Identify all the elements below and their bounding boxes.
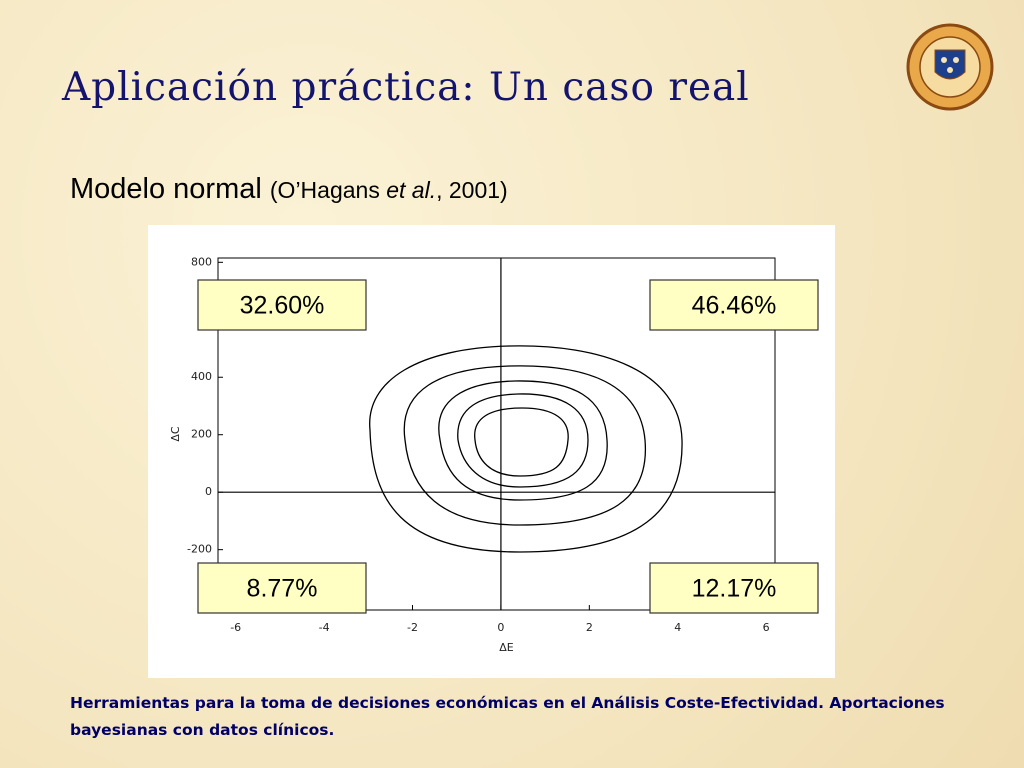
subtitle-ref-close: , 2001) — [436, 177, 508, 203]
quadrant-label: 46.46% — [692, 292, 777, 320]
contour — [369, 345, 683, 553]
contour — [403, 365, 647, 526]
x-tick-label: 0 — [497, 621, 504, 634]
slide-title: Aplicación práctica: Un caso real — [61, 65, 750, 110]
subtitle-ref: (O’Hagans — [270, 177, 386, 203]
y-tick-label: -200 — [187, 543, 212, 556]
quadrant-box — [649, 279, 819, 331]
x-tick-label: -4 — [319, 621, 330, 634]
x-tick-label: -2 — [407, 621, 418, 634]
x-tick-label: 4 — [674, 621, 681, 634]
plot-frame — [217, 257, 776, 611]
x-tick-label: 2 — [586, 621, 593, 634]
y-axis-label: ΔC — [169, 426, 182, 442]
subtitle-main: Modelo normal — [70, 173, 262, 205]
quadrant-box — [197, 279, 367, 331]
footer-line: bayesianas con datos clínicos. — [70, 721, 334, 739]
logo — [906, 23, 994, 111]
quadrant-box — [649, 562, 819, 614]
quadrant-label: 8.77% — [247, 575, 318, 603]
footer-line: Herramientas para la toma de decisiones … — [70, 694, 945, 712]
y-tick-label: 400 — [191, 370, 212, 383]
plot-area: -200 0 200 400 800 -6 -4 -2 0 2 4 6 ΔE ΔC — [169, 255, 776, 654]
quadrant-label: 12.17% — [692, 575, 777, 603]
quadrant-label: 32.60% — [240, 292, 325, 320]
subtitle: Modelo normal (O’Hagans et al., 2001) — [70, 173, 508, 205]
contour — [457, 393, 589, 488]
y-tick-label: 200 — [191, 428, 212, 441]
subtitle-ref-italic: et al. — [386, 177, 436, 203]
x-axis-label: ΔE — [499, 641, 514, 654]
contour — [438, 380, 608, 501]
contours — [369, 345, 683, 553]
y-tick-label: 0 — [205, 485, 212, 498]
x-tick-label: 6 — [763, 621, 770, 634]
y-tick-label: 800 — [191, 255, 212, 268]
quadrant-labels: 32.60% 46.46% 8.77% 12.17% — [197, 279, 819, 614]
quadrant-box — [197, 562, 367, 614]
contour — [474, 407, 569, 477]
x-tick-label: -6 — [230, 621, 241, 634]
